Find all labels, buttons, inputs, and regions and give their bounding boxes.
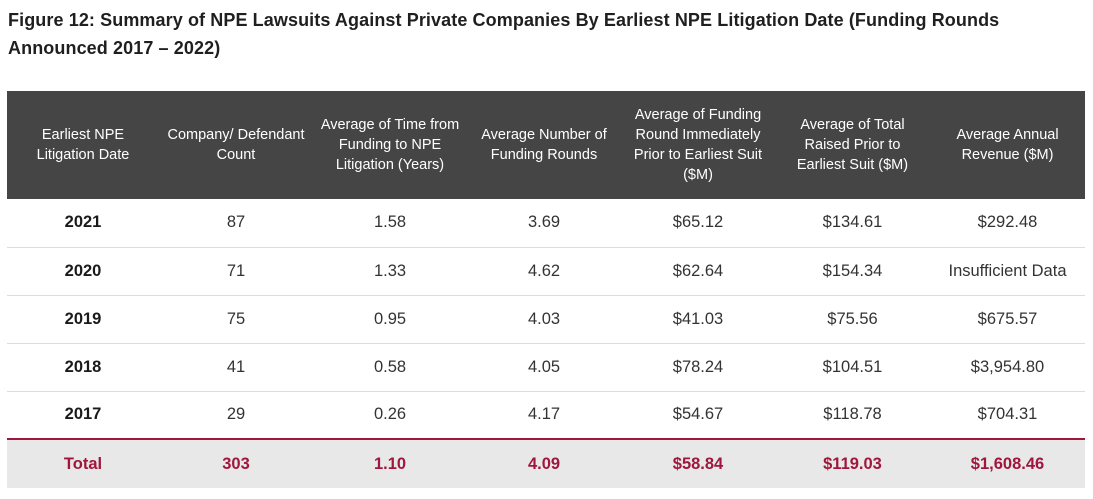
- row-avg-rounds: 4.03: [467, 295, 621, 344]
- row-avg-total-raised: $75.56: [775, 295, 930, 344]
- row-avg-total-raised: $134.61: [775, 199, 930, 248]
- header-avg-rounds: Average Number of Funding Rounds: [481, 127, 607, 163]
- total-avg-total-raised: $119.03: [823, 454, 882, 473]
- table-row: 2020 71 1.33 4.62 $62.64 $154.34 Insuffi…: [7, 247, 1085, 296]
- row-avg-revenue: $3,954.80: [930, 343, 1085, 392]
- row-avg-time: 0.58: [313, 343, 467, 392]
- row-avg-rounds: 4.62: [467, 247, 621, 296]
- row-avg-prior-round: $78.24: [621, 343, 775, 392]
- header-avg-total-raised: Average of Total Raised Prior to Earlies…: [796, 117, 909, 173]
- header-avg-time: Average of Time from Funding to NPE Liti…: [320, 117, 460, 173]
- total-avg-time: 1.10: [373, 454, 407, 473]
- header-litigation-date: Earliest NPE Litigation Date: [36, 127, 130, 163]
- row-avg-prior-round: $54.67: [621, 391, 775, 440]
- row-avg-total-raised: $104.51: [775, 343, 930, 392]
- header-avg-prior-round: Average of Funding Round Immediately Pri…: [633, 107, 763, 183]
- header-defendant-count: Company/ Defendant Count: [167, 127, 305, 163]
- total-avg-rounds: 4.09: [527, 454, 561, 473]
- table-total-row: Total 303 1.10 4.09 $58.84 $119.03 $1,60…: [7, 439, 1085, 488]
- header-avg-revenue: Average Annual Revenue ($M): [956, 127, 1059, 163]
- row-year: 2021: [7, 199, 159, 248]
- row-avg-revenue: $292.48: [930, 199, 1085, 248]
- row-year: 2018: [7, 343, 159, 392]
- summary-table: Earliest NPE Litigation Date Company/ De…: [7, 91, 1085, 488]
- total-avg-revenue: $1,608.46: [970, 454, 1045, 473]
- row-avg-revenue: $675.57: [930, 295, 1085, 344]
- row-avg-time: 0.26: [313, 391, 467, 440]
- row-avg-rounds: 4.17: [467, 391, 621, 440]
- row-count: 29: [159, 391, 313, 440]
- row-avg-total-raised: $118.78: [775, 391, 930, 440]
- total-avg-prior-round: $58.84: [672, 454, 724, 473]
- row-avg-time: 1.58: [313, 199, 467, 248]
- total-label: Total: [63, 454, 103, 473]
- row-avg-prior-round: $41.03: [621, 295, 775, 344]
- row-avg-time: 1.33: [313, 247, 467, 296]
- total-count: 303: [222, 454, 250, 473]
- table-header-row: Earliest NPE Litigation Date Company/ De…: [7, 91, 1085, 199]
- row-year: 2019: [7, 295, 159, 344]
- row-avg-rounds: 3.69: [467, 199, 621, 248]
- row-year: 2020: [7, 247, 159, 296]
- row-avg-prior-round: $65.12: [621, 199, 775, 248]
- row-year: 2017: [7, 391, 159, 440]
- row-avg-rounds: 4.05: [467, 343, 621, 392]
- row-count: 75: [159, 295, 313, 344]
- figure-title: Figure 12: Summary of NPE Lawsuits Again…: [8, 10, 1000, 58]
- row-avg-total-raised: $154.34: [775, 247, 930, 296]
- row-avg-time: 0.95: [313, 295, 467, 344]
- row-count: 71: [159, 247, 313, 296]
- row-count: 87: [159, 199, 313, 248]
- row-avg-prior-round: $62.64: [621, 247, 775, 296]
- row-avg-revenue: $704.31: [930, 391, 1085, 440]
- table-row: 2017 29 0.26 4.17 $54.67 $118.78 $704.31: [7, 391, 1085, 440]
- row-avg-revenue: Insufficient Data: [930, 247, 1085, 296]
- table-row: 2019 75 0.95 4.03 $41.03 $75.56 $675.57: [7, 295, 1085, 344]
- table-row: 2021 87 1.58 3.69 $65.12 $134.61 $292.48: [7, 199, 1085, 248]
- table-row: 2018 41 0.58 4.05 $78.24 $104.51 $3,954.…: [7, 343, 1085, 392]
- row-count: 41: [159, 343, 313, 392]
